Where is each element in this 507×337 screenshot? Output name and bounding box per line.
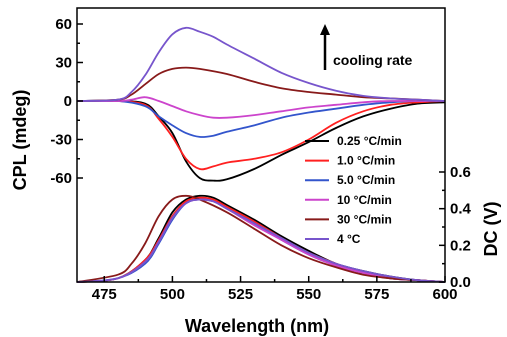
legend-label: 5.0 °C/min <box>337 173 395 187</box>
legend: 0.25 °C/min 1.0 °C/min 5.0 °C/min 10 °C/min… <box>305 134 402 246</box>
axes <box>76 7 446 283</box>
x-tick-label: 500 <box>160 286 185 303</box>
legend-label: 1.0 °C/min <box>337 154 395 168</box>
y-axis-left-title: CPL (mdeg) <box>10 90 30 191</box>
y-left-tick-label: 30 <box>55 55 72 72</box>
y-right-tick-label: 0.4 <box>450 201 472 218</box>
x-tick-label: 575 <box>364 286 389 303</box>
y-left-tick-label: 60 <box>55 16 72 33</box>
y-right-tick-label: 0.6 <box>450 164 471 181</box>
x-tick-label: 475 <box>92 286 117 303</box>
x-tick-label: 600 <box>432 286 457 303</box>
y-left-tick-label: -60 <box>50 170 72 187</box>
cpl-series-line-2 <box>76 99 446 138</box>
plot-frame <box>76 7 446 283</box>
x-tick-label: 525 <box>228 286 253 303</box>
cooling-rate-annotation: cooling rate <box>320 24 413 70</box>
legend-label: 30 °C/min <box>337 212 392 226</box>
x-tick-label: 550 <box>296 286 321 303</box>
tick-group: 475 500 525 550 575 600 60 30 0 -30 -60 0.6 0.4 0.2 0.… <box>50 16 471 303</box>
cpl-series-line-0 <box>76 99 446 182</box>
x-axis-title: Wavelength (nm) <box>185 316 329 336</box>
legend-label: 0.25 °C/min <box>337 134 402 148</box>
y-right-tick-label: 0.0 <box>450 274 471 291</box>
annotation-label: cooling rate <box>333 52 413 68</box>
dc-series-line-4 <box>76 194 446 283</box>
y-axis-right-title: DC (V) <box>481 202 501 257</box>
dc-series-line-1 <box>76 196 446 283</box>
plot-area <box>76 26 446 283</box>
legend-label: 4 °C <box>337 232 361 246</box>
arrow-head-icon <box>320 24 330 35</box>
y-left-tick-label: 0 <box>64 93 72 110</box>
dc-series-line-0 <box>76 194 446 283</box>
y-right-tick-label: 0.2 <box>450 237 471 254</box>
cpl-series-line-5 <box>76 26 446 102</box>
legend-label: 10 °C/min <box>337 193 392 207</box>
dc-series-line-5 <box>76 198 446 283</box>
cpl-series-line-4 <box>76 66 446 102</box>
y-left-tick-label: -30 <box>50 132 72 149</box>
cpl-series-line-3 <box>76 96 446 119</box>
